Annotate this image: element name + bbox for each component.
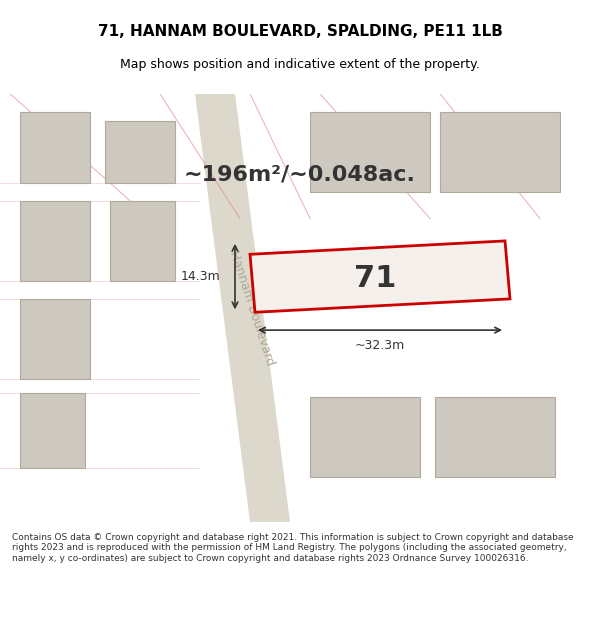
Polygon shape bbox=[195, 94, 290, 522]
Text: Map shows position and indicative extent of the property.: Map shows position and indicative extent… bbox=[120, 59, 480, 71]
Polygon shape bbox=[310, 397, 420, 478]
Polygon shape bbox=[20, 112, 90, 183]
Text: Contains OS data © Crown copyright and database right 2021. This information is : Contains OS data © Crown copyright and d… bbox=[12, 533, 574, 562]
Polygon shape bbox=[310, 112, 430, 192]
Polygon shape bbox=[440, 112, 560, 192]
Text: 71: 71 bbox=[354, 264, 396, 293]
Polygon shape bbox=[435, 397, 555, 478]
Polygon shape bbox=[20, 299, 90, 379]
Text: ~32.3m: ~32.3m bbox=[355, 339, 405, 352]
Text: ~196m²/~0.048ac.: ~196m²/~0.048ac. bbox=[184, 164, 416, 184]
Polygon shape bbox=[20, 201, 90, 281]
Text: Hannam Boulevard: Hannam Boulevard bbox=[227, 249, 277, 367]
Polygon shape bbox=[105, 121, 175, 183]
Text: 71, HANNAM BOULEVARD, SPALDING, PE11 1LB: 71, HANNAM BOULEVARD, SPALDING, PE11 1LB bbox=[98, 24, 502, 39]
Polygon shape bbox=[250, 241, 510, 312]
Polygon shape bbox=[110, 201, 175, 281]
Polygon shape bbox=[20, 392, 85, 468]
Text: 14.3m: 14.3m bbox=[180, 270, 220, 283]
